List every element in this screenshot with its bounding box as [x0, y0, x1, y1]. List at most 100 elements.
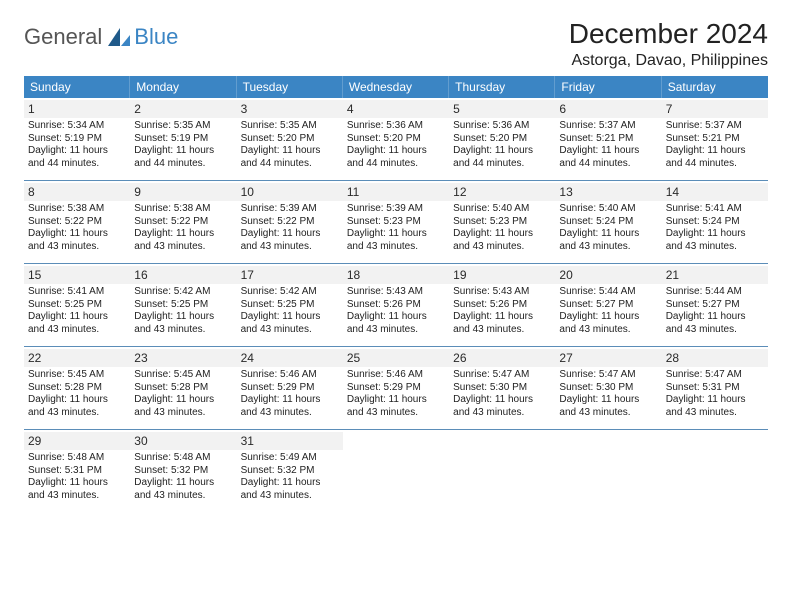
- date-number: 29: [24, 432, 130, 450]
- date-number: [555, 432, 661, 450]
- date-number: 17: [237, 266, 343, 284]
- calendar-cell: 19Sunrise: 5:43 AMSunset: 5:26 PMDayligh…: [449, 264, 555, 346]
- calendar-week: 1Sunrise: 5:34 AMSunset: 5:19 PMDaylight…: [24, 98, 768, 181]
- sunrise-text: Sunrise: 5:39 AM: [347, 203, 445, 216]
- calendar-cell: 4Sunrise: 5:36 AMSunset: 5:20 PMDaylight…: [343, 98, 449, 180]
- dow-header: Friday: [555, 76, 661, 98]
- calendar-week: 29Sunrise: 5:48 AMSunset: 5:31 PMDayligh…: [24, 430, 768, 512]
- calendar-cell: 25Sunrise: 5:46 AMSunset: 5:29 PMDayligh…: [343, 347, 449, 429]
- date-number: 12: [449, 183, 555, 201]
- calendar-cell: 21Sunrise: 5:44 AMSunset: 5:27 PMDayligh…: [662, 264, 768, 346]
- daylight-text: Daylight: 11 hours: [666, 394, 764, 407]
- daylight-text: and 43 minutes.: [559, 407, 657, 420]
- date-number: 6: [555, 100, 661, 118]
- daylight-text: and 44 minutes.: [666, 158, 764, 171]
- sunrise-text: Sunrise: 5:40 AM: [453, 203, 551, 216]
- calendar-cell: 12 Sunrise: 5:40 AMSunset: 5:23 PMDayligh…: [449, 181, 555, 263]
- daylight-text: and 43 minutes.: [134, 407, 232, 420]
- sunset-text: Sunset: 5:29 PM: [347, 382, 445, 395]
- sunset-text: Sunset: 5:21 PM: [559, 133, 657, 146]
- sunrise-text: Sunrise: 5:36 AM: [347, 120, 445, 133]
- calendar-cell: 18Sunrise: 5:43 AMSunset: 5:26 PMDayligh…: [343, 264, 449, 346]
- date-number: 24: [237, 349, 343, 367]
- daylight-text: Daylight: 11 hours: [453, 394, 551, 407]
- daylight-text: and 43 minutes.: [28, 490, 126, 503]
- date-number: [662, 432, 768, 450]
- sunrise-text: Sunrise: 5:41 AM: [666, 203, 764, 216]
- title-block: December 2024 Astorga, Davao, Philippine…: [569, 18, 768, 70]
- logo-text-general: General: [24, 24, 102, 50]
- daylight-text: Daylight: 11 hours: [347, 145, 445, 158]
- calendar-cell: 22Sunrise: 5:45 AMSunset: 5:28 PMDayligh…: [24, 347, 130, 429]
- sunrise-text: Sunrise: 5:47 AM: [453, 369, 551, 382]
- date-number: 14: [662, 183, 768, 201]
- sunset-text: Sunset: 5:28 PM: [134, 382, 232, 395]
- date-number: 28: [662, 349, 768, 367]
- sunset-text: Sunset: 5:29 PM: [241, 382, 339, 395]
- sunrise-text: Sunrise: 5:36 AM: [453, 120, 551, 133]
- date-number: 25: [343, 349, 449, 367]
- daylight-text: Daylight: 11 hours: [241, 311, 339, 324]
- dow-header-row: SundayMondayTuesdayWednesdayThursdayFrid…: [24, 76, 768, 98]
- daylight-text: Daylight: 11 hours: [666, 228, 764, 241]
- calendar-cell: [555, 430, 661, 512]
- date-number: 1: [24, 100, 130, 118]
- dow-header: Sunday: [24, 76, 130, 98]
- sunrise-text: Sunrise: 5:47 AM: [559, 369, 657, 382]
- date-number: 26: [449, 349, 555, 367]
- sunrise-text: Sunrise: 5:41 AM: [28, 286, 126, 299]
- sunrise-text: Sunrise: 5:42 AM: [134, 286, 232, 299]
- date-number: 8: [24, 183, 130, 201]
- date-number: 10: [237, 183, 343, 201]
- sunset-text: Sunset: 5:31 PM: [28, 465, 126, 478]
- daylight-text: and 43 minutes.: [347, 407, 445, 420]
- calendar-cell: 14Sunrise: 5:41 AMSunset: 5:24 PMDayligh…: [662, 181, 768, 263]
- daylight-text: Daylight: 11 hours: [28, 145, 126, 158]
- sunset-text: Sunset: 5:27 PM: [559, 299, 657, 312]
- date-number: 9: [130, 183, 236, 201]
- sunset-text: Sunset: 5:23 PM: [347, 216, 445, 229]
- daylight-text: and 43 minutes.: [347, 241, 445, 254]
- calendar-cell: 3Sunrise: 5:35 AMSunset: 5:20 PMDaylight…: [237, 98, 343, 180]
- daylight-text: Daylight: 11 hours: [134, 477, 232, 490]
- daylight-text: and 44 minutes.: [559, 158, 657, 171]
- daylight-text: Daylight: 11 hours: [453, 311, 551, 324]
- sunrise-text: Sunrise: 5:44 AM: [559, 286, 657, 299]
- daylight-text: and 43 minutes.: [28, 241, 126, 254]
- daylight-text: and 43 minutes.: [28, 407, 126, 420]
- date-number: 22: [24, 349, 130, 367]
- daylight-text: and 43 minutes.: [347, 324, 445, 337]
- date-number: 11: [343, 183, 449, 201]
- daylight-text: and 43 minutes.: [241, 241, 339, 254]
- calendar-cell: 13Sunrise: 5:40 AMSunset: 5:24 PMDayligh…: [555, 181, 661, 263]
- sunset-text: Sunset: 5:26 PM: [347, 299, 445, 312]
- date-number: 27: [555, 349, 661, 367]
- sunrise-text: Sunrise: 5:45 AM: [28, 369, 126, 382]
- sunset-text: Sunset: 5:31 PM: [666, 382, 764, 395]
- daylight-text: and 43 minutes.: [666, 241, 764, 254]
- calendar-week: 8Sunrise: 5:38 AMSunset: 5:22 PMDaylight…: [24, 181, 768, 264]
- sunset-text: Sunset: 5:32 PM: [134, 465, 232, 478]
- daylight-text: Daylight: 11 hours: [453, 228, 551, 241]
- dow-header: Wednesday: [343, 76, 449, 98]
- sunrise-text: Sunrise: 5:35 AM: [241, 120, 339, 133]
- date-number: 3: [237, 100, 343, 118]
- daylight-text: Daylight: 11 hours: [28, 477, 126, 490]
- page-subtitle: Astorga, Davao, Philippines: [569, 52, 768, 70]
- sunset-text: Sunset: 5:19 PM: [134, 133, 232, 146]
- calendar-cell: [662, 430, 768, 512]
- calendar-cell: 27Sunrise: 5:47 AMSunset: 5:30 PMDayligh…: [555, 347, 661, 429]
- calendar-cell: 10Sunrise: 5:39 AMSunset: 5:22 PMDayligh…: [237, 181, 343, 263]
- sunset-text: Sunset: 5:23 PM: [453, 216, 551, 229]
- calendar-cell: 26Sunrise: 5:47 AMSunset: 5:30 PMDayligh…: [449, 347, 555, 429]
- sunrise-text: Sunrise: 5:43 AM: [347, 286, 445, 299]
- sunset-text: Sunset: 5:24 PM: [559, 216, 657, 229]
- calendar-cell: 2Sunrise: 5:35 AMSunset: 5:19 PMDaylight…: [130, 98, 236, 180]
- calendar-cell: 28Sunrise: 5:47 AMSunset: 5:31 PMDayligh…: [662, 347, 768, 429]
- daylight-text: and 43 minutes.: [134, 490, 232, 503]
- calendar-cell: 30Sunrise: 5:48 AMSunset: 5:32 PMDayligh…: [130, 430, 236, 512]
- sunset-text: Sunset: 5:30 PM: [559, 382, 657, 395]
- daylight-text: Daylight: 11 hours: [28, 394, 126, 407]
- daylight-text: Daylight: 11 hours: [559, 311, 657, 324]
- sunset-text: Sunset: 5:19 PM: [28, 133, 126, 146]
